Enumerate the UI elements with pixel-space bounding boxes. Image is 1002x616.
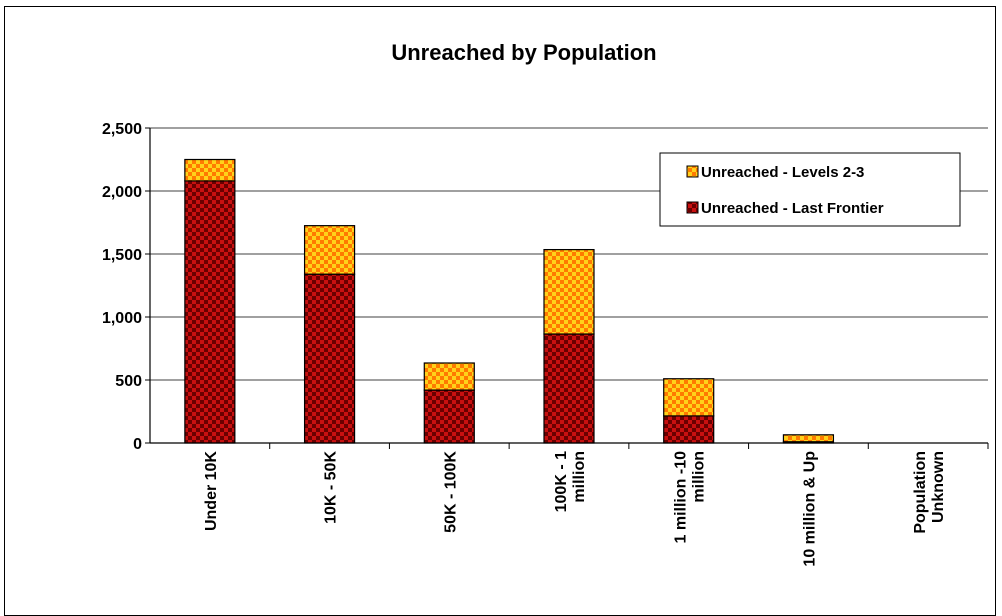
y-axis-ticks: 0 500 1,000 1,500 2,000 2,500 xyxy=(102,121,150,453)
y-tick-label: 2,500 xyxy=(102,121,142,138)
y-tick-label: 1,000 xyxy=(102,310,142,327)
x-tick-label-100k-1-million: 100K - 1million xyxy=(553,451,588,512)
legend-swatch-levels-2-3 xyxy=(686,165,699,178)
bar-unreached-levels-2-3-100k-1-million xyxy=(543,248,595,335)
legend-label-last-frontier: Unreached - Last Frontier xyxy=(701,200,884,217)
bar-unreached-last-frontier-10k-50k xyxy=(303,273,356,444)
chart-title: Unreached by Population xyxy=(391,40,656,65)
legend-label-levels-2-3: Unreached - Levels 2-3 xyxy=(701,164,864,181)
bar-unreached-last-frontier-under-10k xyxy=(184,180,236,444)
legend: Unreached - Levels 2-3 Unreached - Last … xyxy=(659,152,961,227)
y-tick-label: 0 xyxy=(133,436,142,453)
bar-unreached-levels-2-3-under-10k xyxy=(184,158,236,182)
bar-unreached-levels-2-3-50k-100k xyxy=(423,362,475,391)
bar-unreached-levels-2-3-10-million-up xyxy=(782,434,835,443)
x-tick-label-50k-100k: 50K - 100K xyxy=(442,451,459,533)
bar-unreached-levels-2-3-1-million-10-million xyxy=(663,378,715,417)
bar-unreached-last-frontier-1-million-10-million xyxy=(663,415,715,444)
x-axis-tick-labels: Under 10K 10K - 50K 50K - 100K 100K - 1mill… xyxy=(203,451,947,567)
legend-box xyxy=(659,152,961,227)
x-tick-label-1-million-10-million: 1 million -10million xyxy=(673,451,708,544)
x-tick-label-under-10k: Under 10K xyxy=(203,451,220,531)
x-tick-label-population-unknown: PopulationUnknown xyxy=(912,451,947,534)
x-tick-label-10-million-up: 10 million & Up xyxy=(801,451,818,567)
chart-frame xyxy=(4,6,996,616)
bar-unreached-last-frontier-50k-100k xyxy=(423,389,475,444)
y-tick-label: 500 xyxy=(115,373,142,390)
y-tick-label: 1,500 xyxy=(102,247,142,264)
x-tick-label-10k-50k: 10K - 50K xyxy=(323,451,340,524)
axes xyxy=(149,128,989,449)
bar-unreached-levels-2-3-10k-50k xyxy=(303,225,356,275)
bars xyxy=(184,158,835,444)
bar-unreached-last-frontier-100k-1-million xyxy=(543,333,595,444)
legend-swatch-last-frontier xyxy=(686,201,699,214)
y-tick-label: 2,000 xyxy=(102,184,142,201)
